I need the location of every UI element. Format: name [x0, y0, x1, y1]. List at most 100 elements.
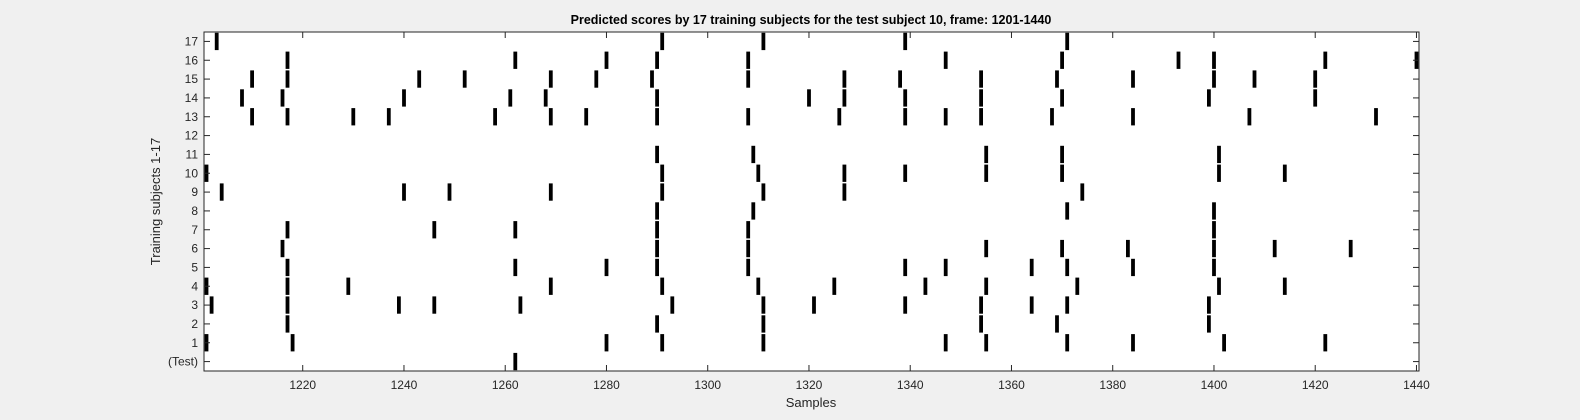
- event-mark: [548, 108, 553, 126]
- event-mark: [604, 258, 609, 277]
- event-mark: [842, 70, 847, 88]
- event-mark: [1207, 296, 1211, 314]
- y-tick-label: 1: [191, 336, 198, 350]
- event-mark: [508, 89, 513, 107]
- event-mark: [1252, 70, 1257, 88]
- event-mark: [984, 145, 989, 164]
- event-mark: [655, 258, 659, 277]
- y-tick-label: 12: [185, 129, 199, 143]
- x-axis-ticks: 1220 1240 1260 1280 1300 1320 1340 1360 1380 1400…: [289, 32, 1430, 392]
- event-mark: [746, 239, 751, 258]
- event-mark: [240, 89, 244, 107]
- event-mark: [761, 334, 766, 352]
- event-mark: [943, 334, 948, 352]
- event-marks: [204, 32, 1419, 371]
- event-mark: [397, 296, 401, 314]
- event-mark: [346, 277, 351, 295]
- y-tick-label: 4: [191, 279, 198, 293]
- event-mark: [543, 89, 548, 107]
- event-mark: [1217, 164, 1221, 182]
- event-mark: [1131, 258, 1135, 277]
- event-mark: [285, 51, 290, 69]
- event-mark: [655, 315, 659, 333]
- event-mark: [280, 89, 285, 107]
- event-mark: [1131, 334, 1135, 352]
- event-mark: [493, 108, 497, 126]
- event-mark: [979, 70, 983, 88]
- event-mark: [751, 202, 756, 220]
- event-mark: [285, 315, 290, 333]
- event-mark: [1029, 258, 1034, 277]
- event-mark: [842, 183, 847, 201]
- event-mark: [1060, 51, 1064, 69]
- event-mark: [761, 32, 766, 51]
- event-mark: [903, 89, 908, 107]
- event-mark: [655, 145, 659, 164]
- event-mark: [1060, 145, 1064, 164]
- plot-frame: [203, 31, 1420, 372]
- y-tick-label: (Test): [168, 355, 198, 369]
- x-tick-label: 1400: [1201, 378, 1228, 392]
- event-mark: [604, 51, 609, 69]
- event-mark: [1212, 239, 1216, 258]
- event-mark: [903, 32, 908, 51]
- event-mark: [979, 108, 983, 126]
- x-tick-label: 1300: [694, 378, 721, 392]
- event-mark: [746, 108, 751, 126]
- event-mark: [1055, 70, 1059, 88]
- y-tick-label: 16: [185, 53, 199, 67]
- x-tick-label: 1340: [897, 378, 924, 392]
- event-mark: [285, 296, 290, 314]
- event-mark: [1176, 51, 1181, 69]
- event-mark: [285, 108, 290, 126]
- event-mark: [1080, 183, 1085, 201]
- event-mark: [943, 108, 948, 126]
- event-mark: [984, 277, 989, 295]
- event-mark: [548, 277, 553, 295]
- event-mark: [250, 108, 254, 126]
- y-tick-label: 11: [186, 147, 199, 161]
- y-tick-label: 9: [191, 185, 198, 199]
- event-mark: [655, 51, 659, 69]
- event-mark: [842, 89, 847, 107]
- event-mark: [513, 258, 518, 277]
- event-mark: [660, 183, 665, 201]
- plot-area: [204, 32, 1419, 371]
- event-mark: [756, 277, 761, 295]
- event-mark: [462, 70, 467, 88]
- event-mark: [1065, 202, 1070, 220]
- event-mark: [402, 183, 406, 201]
- event-mark: [746, 51, 751, 69]
- event-mark: [432, 296, 437, 314]
- event-mark: [1212, 221, 1216, 239]
- event-mark: [1065, 334, 1070, 352]
- event-mark: [1217, 145, 1221, 164]
- event-mark: [660, 164, 665, 182]
- event-mark: [402, 89, 406, 107]
- event-mark: [604, 334, 609, 352]
- event-mark: [655, 108, 659, 126]
- event-mark: [1323, 51, 1328, 69]
- event-mark: [1060, 89, 1064, 107]
- event-mark: [1065, 296, 1070, 314]
- x-tick-label: 1260: [492, 378, 519, 392]
- y-tick-label: 14: [185, 91, 199, 105]
- event-mark: [447, 183, 452, 201]
- event-mark: [285, 70, 290, 88]
- event-mark: [1075, 277, 1080, 295]
- x-tick-label: 1220: [289, 378, 316, 392]
- event-mark: [1282, 277, 1287, 295]
- event-mark: [761, 183, 766, 201]
- event-mark: [1050, 108, 1054, 126]
- event-mark: [746, 221, 751, 239]
- y-tick-label: 8: [191, 204, 198, 218]
- event-mark: [280, 239, 285, 258]
- event-mark: [1374, 108, 1378, 126]
- event-mark: [548, 70, 553, 88]
- event-mark: [903, 164, 908, 182]
- event-mark: [1212, 51, 1216, 69]
- chart-title: Predicted scores by 17 training subjects…: [571, 13, 1052, 27]
- event-mark: [209, 296, 214, 314]
- y-tick-label: 13: [185, 110, 199, 124]
- y-tick-label: 10: [185, 166, 199, 180]
